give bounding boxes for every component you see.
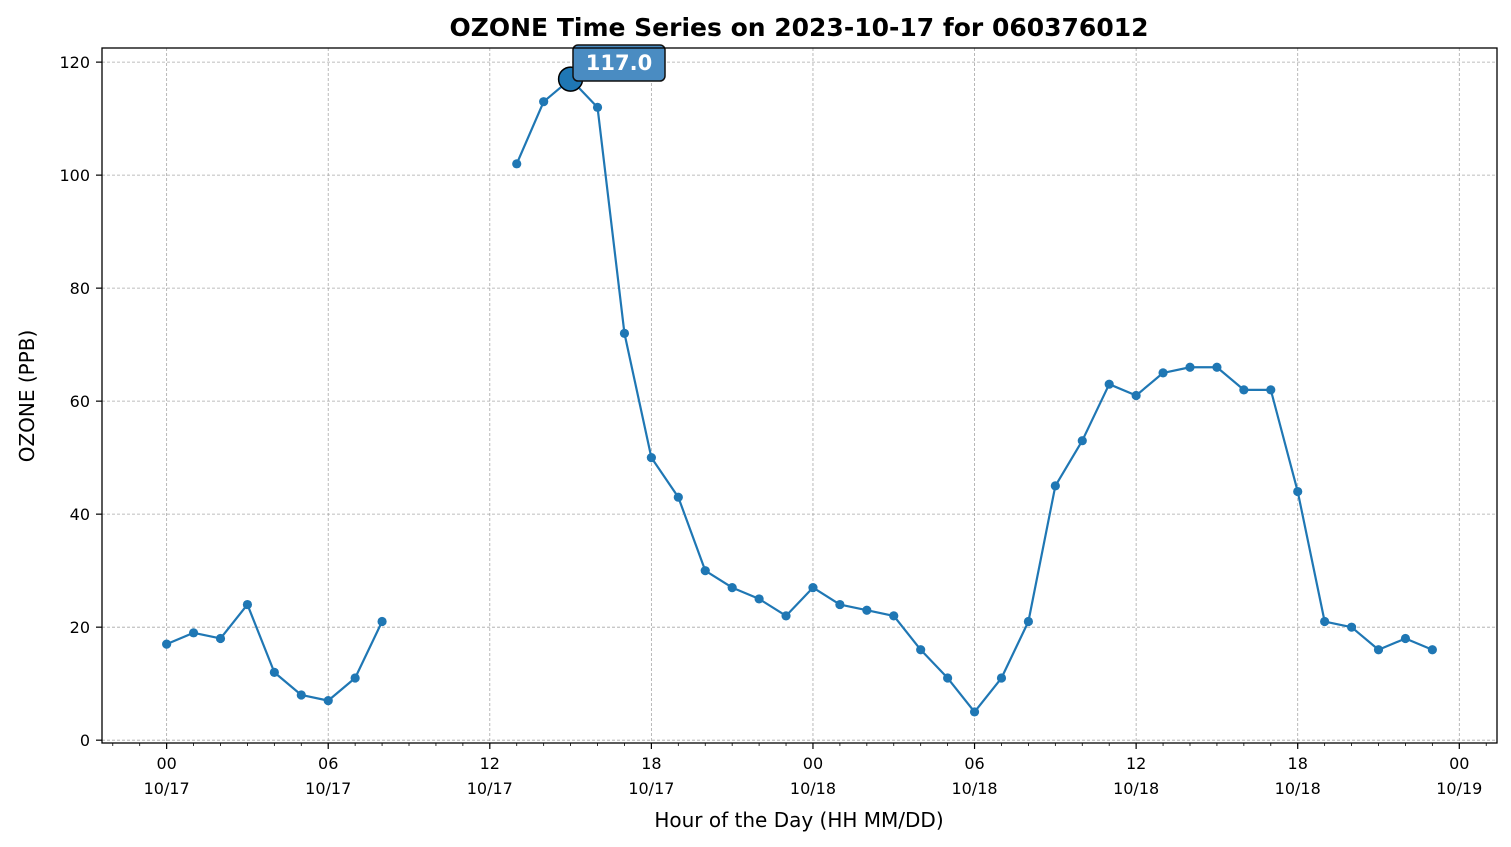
data-point [1239,385,1249,395]
y-tick-label: 40 [70,505,90,524]
data-point [188,628,199,638]
x-tick-hour-label: 06 [318,754,338,773]
x-tick-date-label: 10/18 [1113,779,1159,798]
data-point [1400,633,1411,644]
x-tick-date-label: 10/18 [951,779,997,798]
annotation-label: 117.0 [586,51,652,75]
x-tick-hour-label: 12 [480,754,500,773]
data-point [1104,379,1114,389]
data-point [727,583,737,593]
x-tick-hour-label: 00 [803,754,823,773]
data-point [1346,622,1357,632]
x-tick-hour-label: 00 [156,754,176,773]
x-tick-date-label: 10/18 [790,779,836,798]
data-point [835,599,845,610]
grid-lines [102,48,1497,743]
data-point [619,328,630,338]
chart-title: OZONE Time Series on 2023-10-17 for 0603… [450,13,1149,42]
y-tick-label: 80 [70,279,90,298]
data-point [781,611,791,621]
data-point [1158,368,1168,378]
y-tick-label: 20 [70,618,90,637]
data-point [969,707,980,717]
data-point [754,594,764,604]
annotation-box [572,44,666,82]
data-point [350,673,360,683]
x-tick-hour-label: 12 [1126,754,1146,773]
data-point [1077,436,1087,446]
data-point [162,639,172,649]
data-point [673,492,683,502]
x-tick-date-label: 10/17 [144,779,190,798]
data-point [700,566,710,576]
data-point [592,102,603,112]
y-tick-label: 60 [70,392,90,411]
data-point [808,583,818,593]
x-tick-date-label: 10/17 [467,779,513,798]
y-axis-label: OZONE (PPB) [15,330,39,463]
data-point [943,673,953,683]
x-tick-date-label: 10/18 [1275,779,1321,798]
data-point [862,605,872,615]
x-tick-date-label: 10/19 [1436,779,1482,798]
y-tick-label: 0 [80,731,90,750]
x-tick-date-label: 10/17 [628,779,674,798]
data-point [1050,481,1060,491]
data-point [269,667,279,677]
data-point [1320,616,1330,627]
data-point [539,97,549,107]
data-point [215,633,226,644]
x-tick-hour-label: 18 [1288,754,1308,773]
data-point [1131,390,1141,401]
data-point [1185,362,1195,372]
data-point [1293,486,1303,497]
x-tick-hour-label: 00 [1449,754,1469,773]
plot-frame [101,47,1498,744]
data-point [1266,385,1276,395]
data-point [1373,645,1384,655]
data-point [242,599,253,610]
data-point [889,611,899,621]
y-axis-ticks: 0 20 40 60 80 100 120 [59,53,102,750]
data-point [916,645,926,655]
x-tick-hour-label: 18 [641,754,661,773]
y-tick-label: 120 [59,53,90,72]
peak-annotation: 117.0 [557,44,666,92]
data-point [377,616,387,627]
data-point [296,690,306,700]
x-axis-label: Hour of the Day (HH MM/DD) [654,808,943,832]
data-point [1212,362,1222,372]
data-point [323,696,333,706]
y-tick-label: 100 [59,166,90,185]
data-point [512,159,522,169]
x-tick-date-label: 10/17 [305,779,351,798]
series-ozone [162,74,1437,717]
series-line-segment [166,603,384,702]
x-axis-ticks: 00 10/17 06 10/17 12 10/17 18 10/17 00 10/18 06 10/… [112,743,1487,798]
data-point [1023,616,1034,627]
x-tick-hour-label: 06 [964,754,984,773]
data-point [646,453,656,463]
data-point [1427,645,1437,655]
data-point [996,673,1007,683]
